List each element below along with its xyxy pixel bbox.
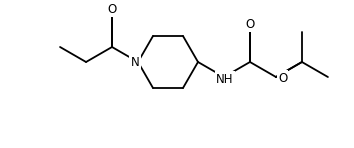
Text: NH: NH xyxy=(216,73,234,86)
Text: O: O xyxy=(245,17,255,30)
Text: O: O xyxy=(107,3,117,16)
Text: O: O xyxy=(278,71,287,85)
Text: N: N xyxy=(131,56,139,69)
